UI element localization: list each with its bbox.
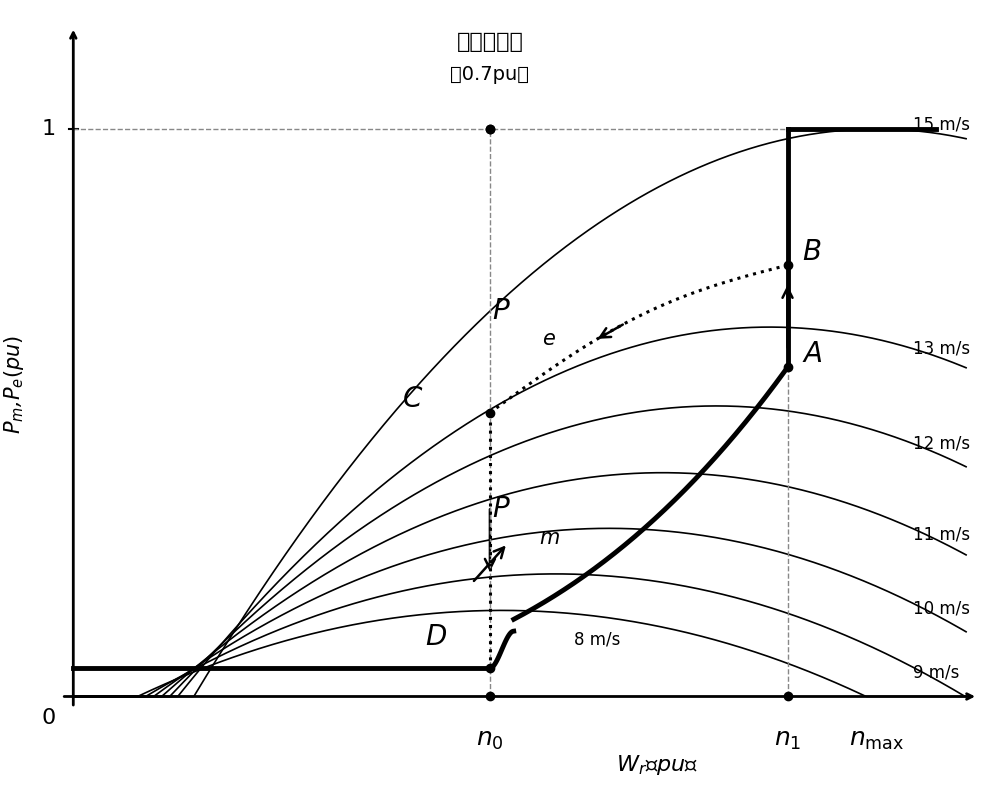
Text: 0: 0 bbox=[41, 708, 55, 728]
Text: 10 m/s: 10 m/s bbox=[913, 600, 970, 618]
Text: 13 m/s: 13 m/s bbox=[913, 340, 970, 358]
Text: $n_0$: $n_0$ bbox=[476, 728, 504, 752]
Text: $D$: $D$ bbox=[425, 623, 447, 652]
Text: $n_\mathrm{max}$: $n_\mathrm{max}$ bbox=[849, 728, 904, 752]
Text: 8 m/s: 8 m/s bbox=[574, 630, 620, 648]
Text: 9 m/s: 9 m/s bbox=[913, 663, 959, 681]
Text: $P_m$,$P_e$$(pu)$: $P_m$,$P_e$$(pu)$ bbox=[2, 334, 26, 434]
Text: $C$: $C$ bbox=[402, 385, 423, 413]
Text: 11 m/s: 11 m/s bbox=[913, 525, 970, 543]
Text: $n_1$: $n_1$ bbox=[774, 728, 801, 752]
Text: 15 m/s: 15 m/s bbox=[913, 116, 970, 134]
Text: $A$: $A$ bbox=[802, 340, 823, 367]
Text: $m$: $m$ bbox=[539, 528, 560, 548]
Text: $P$: $P$ bbox=[492, 495, 511, 524]
Text: $e$: $e$ bbox=[542, 329, 556, 349]
Text: （0.7pu）: （0.7pu） bbox=[450, 64, 529, 84]
Text: 转速下限值: 转速下限值 bbox=[456, 32, 523, 53]
Text: $B$: $B$ bbox=[802, 238, 822, 265]
Text: $W_r$（$pu$）: $W_r$（$pu$） bbox=[616, 754, 698, 777]
Text: 12 m/s: 12 m/s bbox=[913, 434, 970, 452]
Text: $P$: $P$ bbox=[492, 297, 511, 325]
Text: 1: 1 bbox=[41, 119, 55, 139]
